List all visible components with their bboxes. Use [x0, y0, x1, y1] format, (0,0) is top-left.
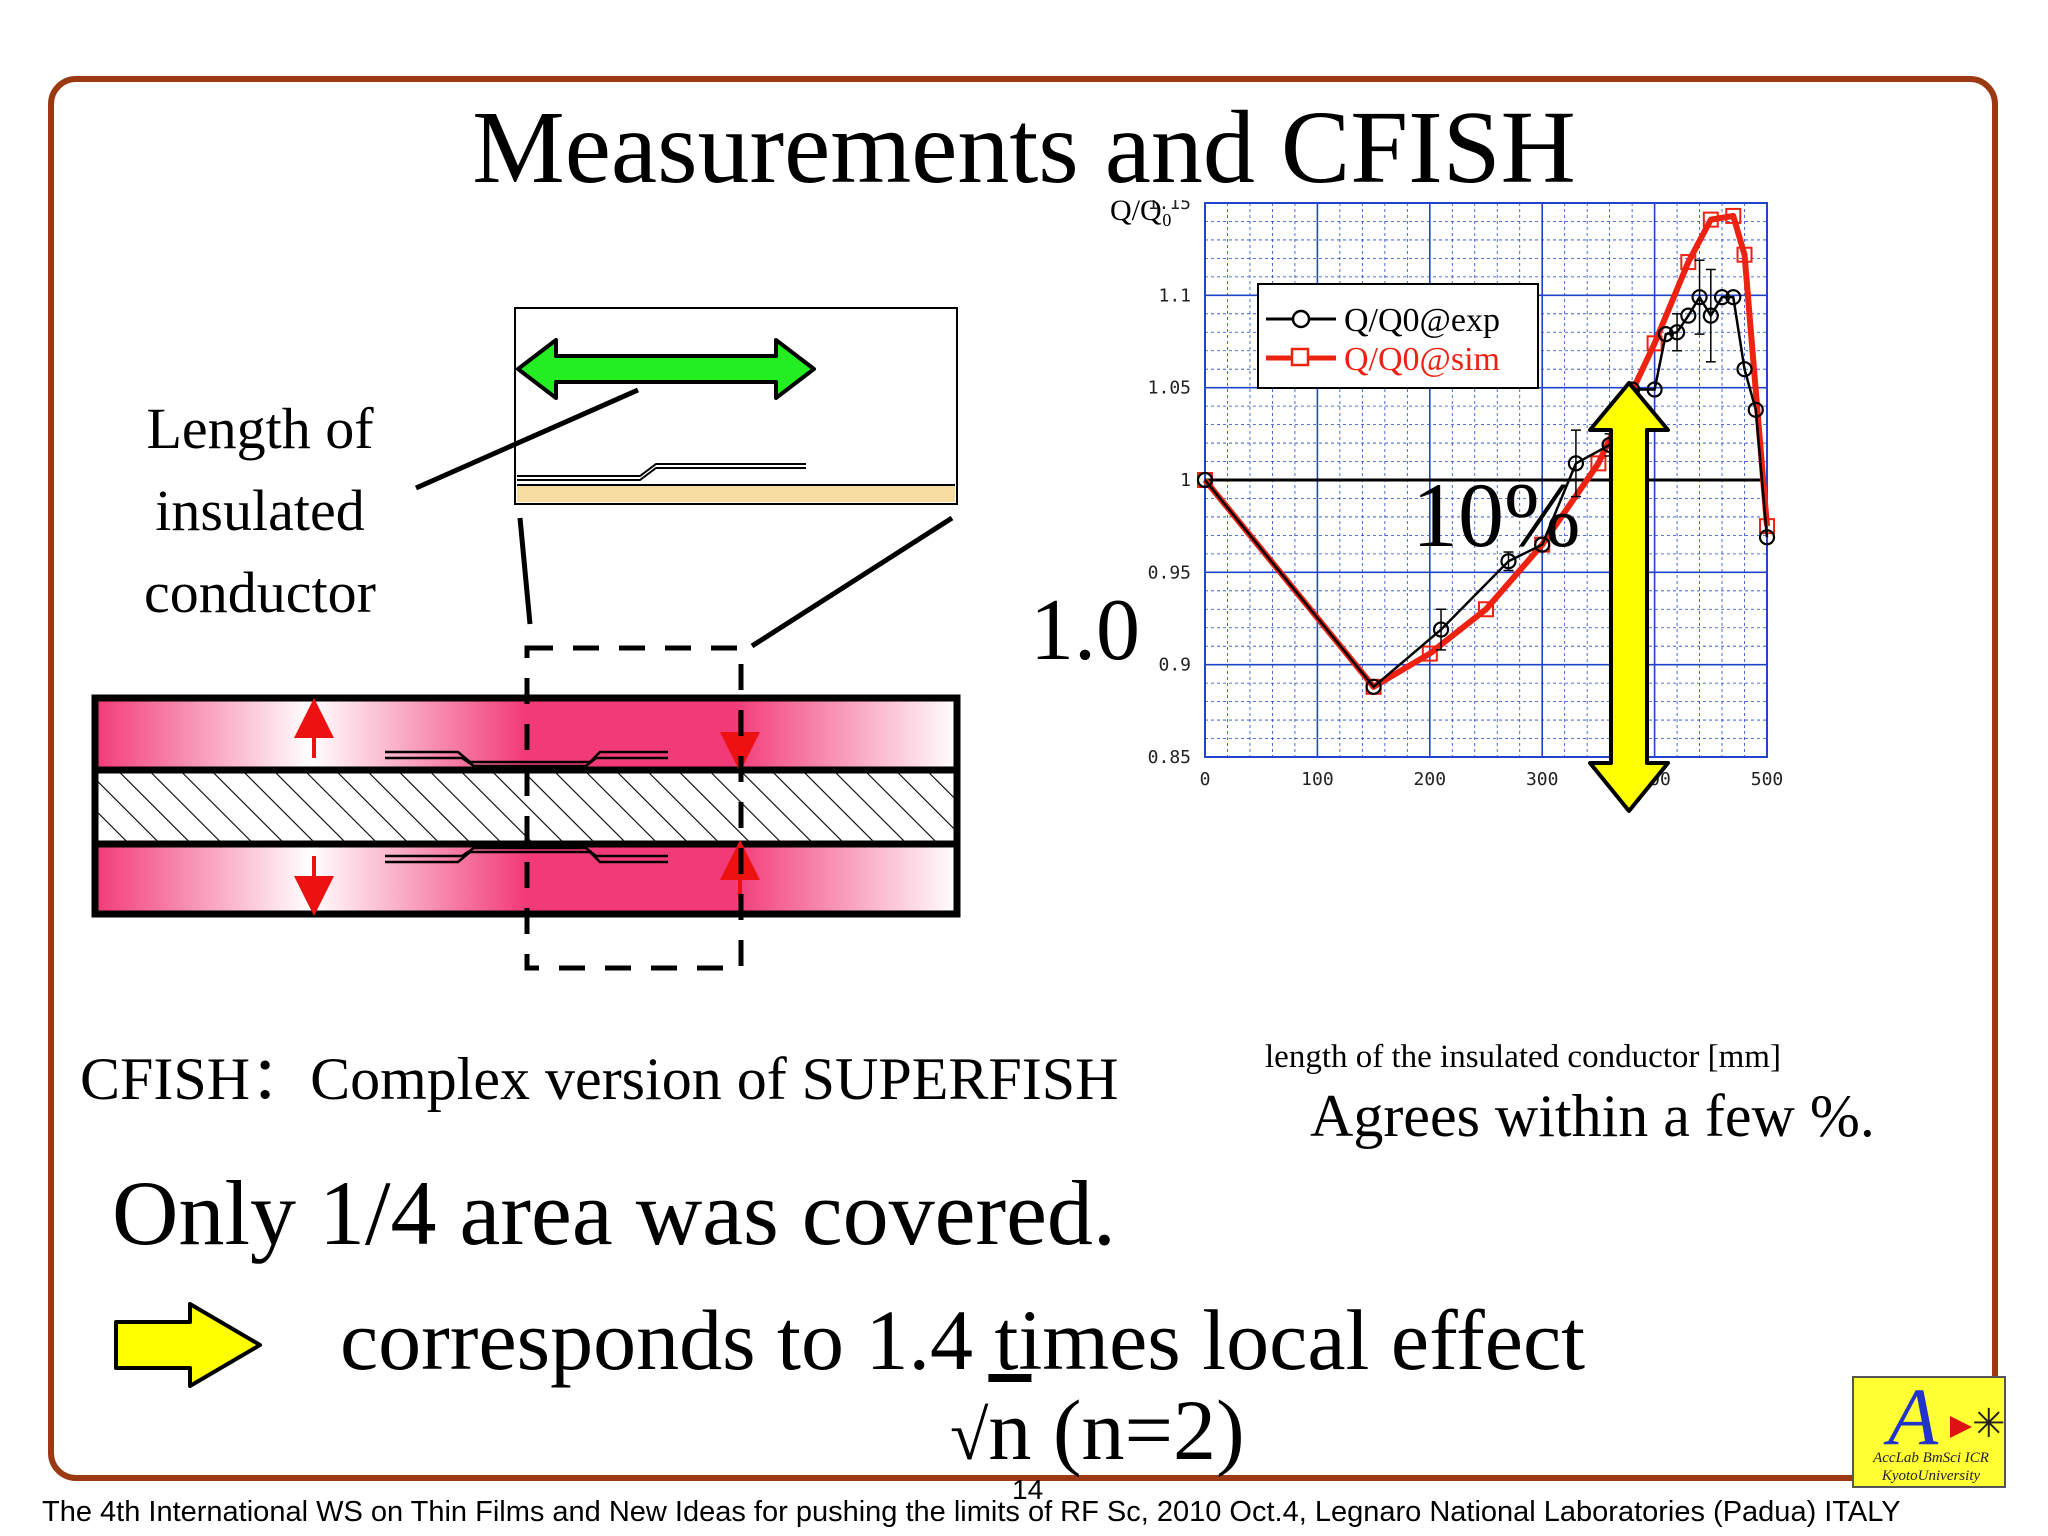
sim-data-point [1478, 601, 1494, 618]
coax-cross-section [91, 694, 961, 918]
zoom-line-right [750, 515, 954, 649]
sqrt-n-formula: √n (n=2) [950, 1380, 1245, 1480]
logo-star-icon: ✳ [1972, 1401, 2006, 1446]
inset-box [514, 307, 958, 505]
exp-data-point [1680, 307, 1697, 324]
q-ratio-chart: 01002003004005000.850.90.9511.051.11.15 … [1110, 200, 1784, 1075]
exp-data-point [1702, 307, 1719, 324]
x-tick-label: 200 [1414, 769, 1447, 790]
y-tick-label: 0.9 [1158, 655, 1191, 676]
sim-data-point [1725, 207, 1742, 224]
logo-line2: KyotoUniversity [1881, 1468, 1981, 1484]
yellow-right-arrow [114, 1302, 262, 1388]
x-axis-label: length of the insulated conductor [mm] [1265, 1039, 1781, 1075]
sim-data-point [1702, 211, 1719, 228]
exp-data-point [1534, 536, 1551, 553]
green-double-arrow [516, 338, 816, 400]
y-tick-label: 1 [1180, 470, 1191, 491]
baseline-label: 1.0 [1030, 582, 1140, 679]
y-tick-label: 1.1 [1158, 285, 1191, 306]
exp-data-point [1725, 289, 1742, 306]
x-tick-label: 100 [1301, 769, 1334, 790]
logo-line1: AccLab BmSci ICR [1873, 1450, 1989, 1466]
y-tick-label: 1.15 [1148, 200, 1191, 214]
sqrt-condition: (n=2) [1031, 1382, 1245, 1478]
sim-data-point [1680, 254, 1697, 271]
legend-exp-marker [1291, 309, 1311, 329]
sqrt-variable: n [988, 1382, 1032, 1478]
footer-text: The 4th International WS on Thin Films a… [42, 1496, 1901, 1528]
legend-sim-label: Q/Q0@sim [1344, 341, 1500, 378]
logo-triangle-icon [1950, 1416, 1972, 1438]
exp-data-point [1758, 529, 1776, 546]
y-tick-label: 1.05 [1148, 378, 1191, 399]
exp-data-point [1736, 361, 1753, 378]
acclab-logo: A ✳ AccLab BmSci ICR KyotoUniversity [1852, 1371, 2006, 1488]
cfish-note: CFISH：Complex version of SUPERFISH [80, 1046, 1119, 1112]
yellow-double-arrow [1588, 381, 1670, 813]
exp-data-point [1365, 678, 1382, 695]
exp-data-point [1691, 289, 1708, 306]
exp-data-point [1196, 471, 1214, 489]
sim-data-point [1421, 645, 1438, 662]
conductor-diagram [91, 307, 961, 971]
exp-data-point [1432, 621, 1450, 638]
page-number: 14 [1012, 1474, 1044, 1505]
x-tick-label: 300 [1526, 769, 1559, 790]
x-tick-label: 500 [1751, 769, 1784, 790]
exp-data-point [1668, 324, 1686, 341]
y-tick-label: 0.95 [1148, 562, 1191, 583]
slide-frame [48, 76, 1998, 1481]
ten-percent-label: 10% [1412, 464, 1581, 566]
exp-data-point [1646, 381, 1663, 398]
logo-letter: A [1888, 1371, 1939, 1462]
exp-data-point [1657, 326, 1674, 343]
legend-sim-marker [1290, 347, 1310, 367]
x-tick-label: 0 [1200, 769, 1211, 790]
exp-data-point [1567, 455, 1585, 472]
sim-data-point [1736, 246, 1753, 263]
zoom-line-left [517, 517, 533, 625]
sqrt-symbol: √ [950, 1398, 989, 1475]
exp-data-point [1747, 401, 1764, 418]
legend-exp-label: Q/Q0@exp [1344, 302, 1500, 339]
exp-data-point [1500, 553, 1517, 570]
length-label: Length of insulated conductor [144, 396, 376, 625]
y-axis-label: Q/Q₀ [1110, 200, 1172, 227]
sim-data-point [1646, 335, 1663, 352]
y-tick-label: 0.85 [1148, 747, 1191, 768]
chart-legend: Q/Q0@exp Q/Q0@sim [1257, 283, 1539, 389]
sim-data-point [1590, 455, 1607, 472]
exp-data-point [1713, 289, 1731, 306]
corresponds-note: corresponds to 1.4 times local effect [340, 1292, 1586, 1388]
label-pointer-line [414, 387, 640, 491]
agree-note: Agrees within a few %. [1310, 1083, 1875, 1149]
zoom-region-dashed [524, 645, 744, 971]
coverage-note: Only 1/4 area was covered. [112, 1162, 1116, 1264]
slide-title: Measurements and CFISH [472, 90, 1576, 205]
